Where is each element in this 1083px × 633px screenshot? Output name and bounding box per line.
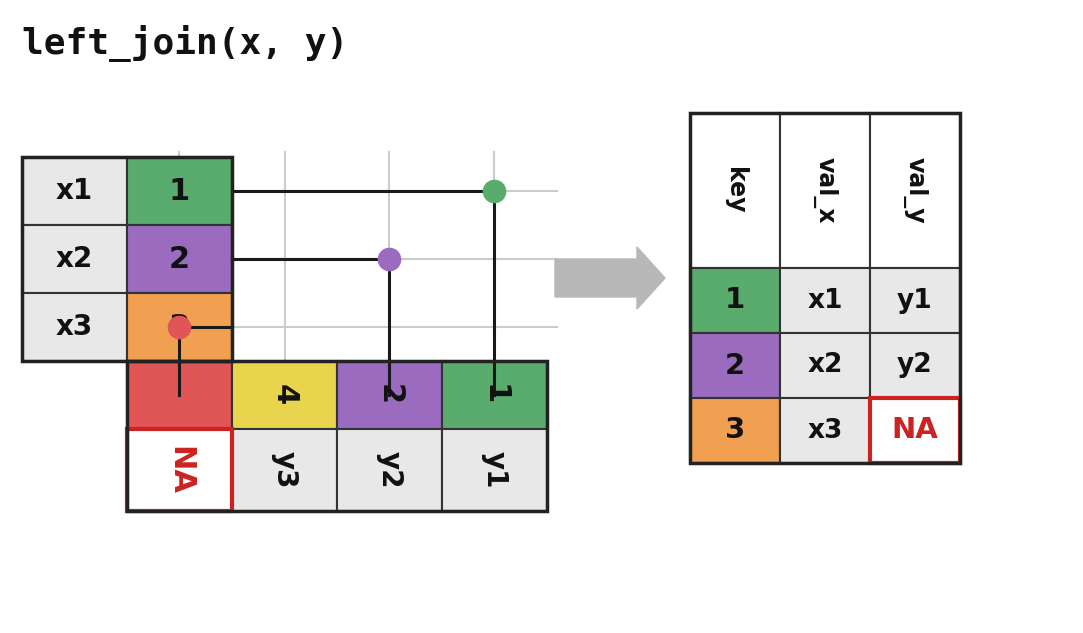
Bar — [127, 157, 232, 225]
Text: NA: NA — [891, 417, 938, 444]
Bar — [127, 361, 547, 511]
Text: y1: y1 — [897, 287, 932, 313]
Bar — [127, 429, 232, 511]
Text: x1: x1 — [56, 177, 93, 205]
Text: 1: 1 — [480, 384, 509, 406]
Text: 2: 2 — [375, 384, 404, 406]
Bar — [127, 293, 232, 361]
Bar — [337, 429, 442, 511]
Bar — [127, 429, 232, 511]
Text: 3: 3 — [725, 417, 745, 444]
Bar — [232, 429, 337, 511]
Text: x2: x2 — [807, 353, 843, 379]
Bar — [232, 361, 337, 429]
Bar — [780, 268, 870, 333]
Text: 2: 2 — [725, 351, 745, 380]
Text: x3: x3 — [807, 418, 843, 444]
Bar — [127, 225, 232, 293]
Bar — [780, 333, 870, 398]
Text: x3: x3 — [56, 313, 93, 341]
Bar — [442, 361, 547, 429]
Text: y2: y2 — [376, 451, 404, 489]
Bar — [870, 398, 960, 463]
Bar — [870, 113, 960, 268]
Text: y2: y2 — [897, 353, 932, 379]
Text: NA: NA — [165, 446, 194, 494]
Bar — [442, 429, 547, 511]
Bar — [870, 398, 960, 463]
Bar — [22, 293, 127, 361]
Text: x1: x1 — [807, 287, 843, 313]
Text: key: key — [723, 167, 747, 214]
Bar — [690, 113, 960, 463]
Bar — [690, 398, 780, 463]
Bar — [690, 268, 780, 333]
Text: 3: 3 — [169, 313, 190, 341]
Bar — [690, 113, 780, 268]
Bar — [780, 398, 870, 463]
Text: 2: 2 — [169, 244, 190, 273]
Text: y1: y1 — [481, 451, 509, 489]
Text: x2: x2 — [56, 245, 93, 273]
Text: val_y: val_y — [902, 157, 927, 224]
Bar — [22, 157, 127, 225]
Bar — [690, 333, 780, 398]
Bar — [870, 333, 960, 398]
Text: left_join(x, y): left_join(x, y) — [22, 25, 349, 62]
Text: 1: 1 — [725, 287, 745, 315]
FancyArrow shape — [554, 247, 665, 309]
Text: y3: y3 — [271, 451, 299, 489]
Text: 4: 4 — [270, 384, 299, 406]
Text: 1: 1 — [169, 177, 191, 206]
Bar — [780, 113, 870, 268]
Bar — [22, 157, 232, 361]
Bar — [127, 361, 232, 429]
Bar — [337, 361, 442, 429]
Bar — [22, 225, 127, 293]
Text: val_x: val_x — [812, 157, 837, 223]
Bar — [870, 268, 960, 333]
